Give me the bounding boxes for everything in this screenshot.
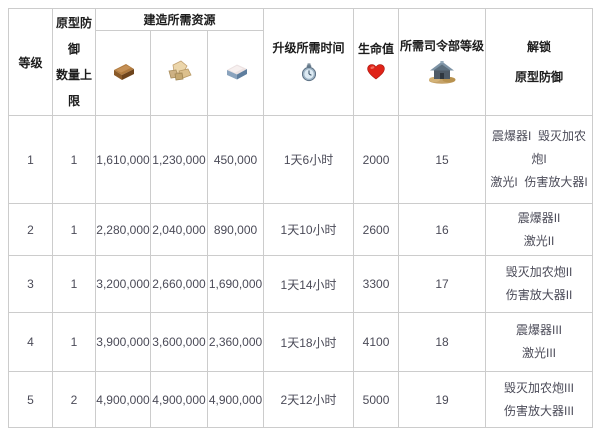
header-hq-level: 所需司令部等级 bbox=[398, 8, 487, 116]
cell-unlock: 毁灭加农炮II 伤害放大器II bbox=[485, 255, 594, 313]
heart-icon bbox=[367, 64, 385, 80]
prototype-defense-stats-table: 等级 原型防 御 数量上 限 建造所需资源 升级所需时间 bbox=[8, 8, 594, 428]
header-proto-limit: 原型防 御 数量上 限 bbox=[52, 8, 96, 116]
cell-health: 2000 bbox=[353, 115, 400, 204]
cell-stone-cost: 4,900,000 bbox=[150, 371, 208, 428]
cell-hq-level: 15 bbox=[398, 115, 487, 204]
table-row: 1 1 1,610,000 1,230,000 450,000 1天6小时 20… bbox=[8, 115, 594, 204]
table-row: 3 1 3,200,000 2,660,000 1,690,000 1天14小时… bbox=[8, 255, 594, 313]
cell-health: 3300 bbox=[353, 255, 400, 313]
header-wood-cost bbox=[95, 30, 151, 116]
cell-level: 1 bbox=[8, 115, 53, 204]
cell-level: 3 bbox=[8, 255, 53, 313]
cell-upgrade-time: 1天14小时 bbox=[263, 255, 355, 313]
unlock-line: 激光III bbox=[522, 346, 557, 360]
header-health: 生命值 bbox=[353, 8, 400, 116]
cell-wood-cost: 3,900,000 bbox=[95, 312, 151, 372]
cell-iron-cost: 890,000 bbox=[206, 203, 265, 256]
cell-unlock: 震爆器I 毁灭加农 炮I 激光I 伤害放大器I bbox=[485, 115, 594, 204]
header-stone-cost bbox=[150, 30, 208, 116]
header-hq-level-label: 所需司令部等级 bbox=[400, 38, 485, 53]
cell-wood-cost: 4,900,000 bbox=[95, 371, 151, 428]
cell-upgrade-time: 1天6小时 bbox=[263, 115, 355, 204]
unlock-line: 激光I 伤害放大器I bbox=[490, 175, 588, 189]
cell-iron-cost: 450,000 bbox=[206, 115, 265, 204]
cell-proto-limit: 1 bbox=[52, 115, 96, 204]
unlock-line: 毁灭加农炮II bbox=[505, 265, 573, 279]
header-level: 等级 bbox=[8, 8, 53, 116]
cell-health: 4100 bbox=[353, 312, 400, 372]
cell-level: 2 bbox=[8, 203, 53, 256]
header-level-label: 等级 bbox=[18, 55, 43, 70]
stone-icon bbox=[166, 60, 192, 83]
cell-unlock: 震爆器III 激光III bbox=[485, 312, 594, 372]
cell-hq-level: 19 bbox=[398, 371, 487, 428]
cell-iron-cost: 2,360,000 bbox=[206, 312, 265, 372]
unlock-line: 震爆器III bbox=[516, 323, 563, 337]
unlock-line: 毁灭加农炮III bbox=[504, 380, 575, 395]
cell-health: 2600 bbox=[353, 203, 400, 256]
cell-wood-cost: 3,200,000 bbox=[95, 255, 151, 313]
cell-proto-limit: 2 bbox=[52, 371, 96, 428]
cell-stone-cost: 2,660,000 bbox=[150, 255, 208, 313]
cell-wood-cost: 1,610,000 bbox=[95, 115, 151, 204]
cell-wood-cost: 2,280,000 bbox=[95, 203, 151, 256]
table-row: 5 2 4,900,000 4,900,000 4,900,000 2天12小时… bbox=[8, 371, 594, 428]
cell-upgrade-time: 2天12小时 bbox=[263, 371, 355, 428]
header-health-label: 生命值 bbox=[358, 42, 395, 56]
iron-icon bbox=[222, 63, 250, 81]
cell-stone-cost: 2,040,000 bbox=[150, 203, 208, 256]
cell-upgrade-time: 1天18小时 bbox=[263, 312, 355, 372]
header-proto-limit-line: 御 bbox=[67, 42, 80, 56]
header-iron-cost bbox=[206, 30, 265, 116]
header-unlock: 解锁 原型防御 bbox=[485, 8, 594, 116]
cell-unlock: 毁灭加农炮III 伤害放大器III bbox=[485, 371, 594, 428]
cell-iron-cost: 1,690,000 bbox=[206, 255, 265, 313]
unlock-line: 震爆器II bbox=[517, 210, 561, 225]
cell-upgrade-time: 1天10小时 bbox=[263, 203, 355, 256]
cell-hq-level: 18 bbox=[398, 312, 487, 372]
header-proto-limit-line: 限 bbox=[67, 94, 80, 108]
header-unlock-line: 原型防御 bbox=[515, 70, 564, 84]
unlock-line: 伤害放大器II bbox=[505, 288, 573, 302]
header-upgrade-time: 升级所需时间 bbox=[263, 8, 355, 116]
table-row: 4 1 3,900,000 3,600,000 2,360,000 1天18小时… bbox=[8, 312, 594, 372]
stopwatch-icon bbox=[301, 62, 316, 82]
cell-proto-limit: 1 bbox=[52, 255, 96, 313]
unlock-line: 激光II bbox=[523, 233, 555, 248]
cell-level: 4 bbox=[8, 312, 53, 372]
header-proto-limit-line: 原型防 bbox=[55, 16, 92, 30]
cell-stone-cost: 1,230,000 bbox=[150, 115, 208, 204]
unlock-line: 伤害放大器III bbox=[504, 403, 575, 418]
header-unlock-line: 解锁 bbox=[527, 40, 552, 54]
cell-health: 5000 bbox=[353, 371, 400, 428]
header-upgrade-time-label: 升级所需时间 bbox=[272, 40, 345, 55]
headquarters-icon bbox=[427, 60, 457, 84]
table-row: 2 1 2,280,000 2,040,000 890,000 1天10小时 2… bbox=[8, 203, 594, 256]
cell-level: 5 bbox=[8, 371, 53, 428]
cell-stone-cost: 3,600,000 bbox=[150, 312, 208, 372]
cell-unlock: 震爆器II 激光II bbox=[485, 203, 594, 256]
cell-hq-level: 16 bbox=[398, 203, 487, 256]
header-build-resources-label: 建造所需资源 bbox=[143, 13, 216, 27]
unlock-line: 震爆器I 毁灭加农 bbox=[492, 129, 587, 143]
header-proto-limit-line: 数量上 bbox=[55, 68, 92, 82]
cell-proto-limit: 1 bbox=[52, 312, 96, 372]
cell-iron-cost: 4,900,000 bbox=[206, 371, 265, 428]
cell-proto-limit: 1 bbox=[52, 203, 96, 256]
unlock-line: 炮I bbox=[531, 152, 547, 166]
header-build-resources: 建造所需资源 bbox=[94, 8, 265, 31]
cell-hq-level: 17 bbox=[398, 255, 487, 313]
wood-icon bbox=[110, 62, 137, 82]
